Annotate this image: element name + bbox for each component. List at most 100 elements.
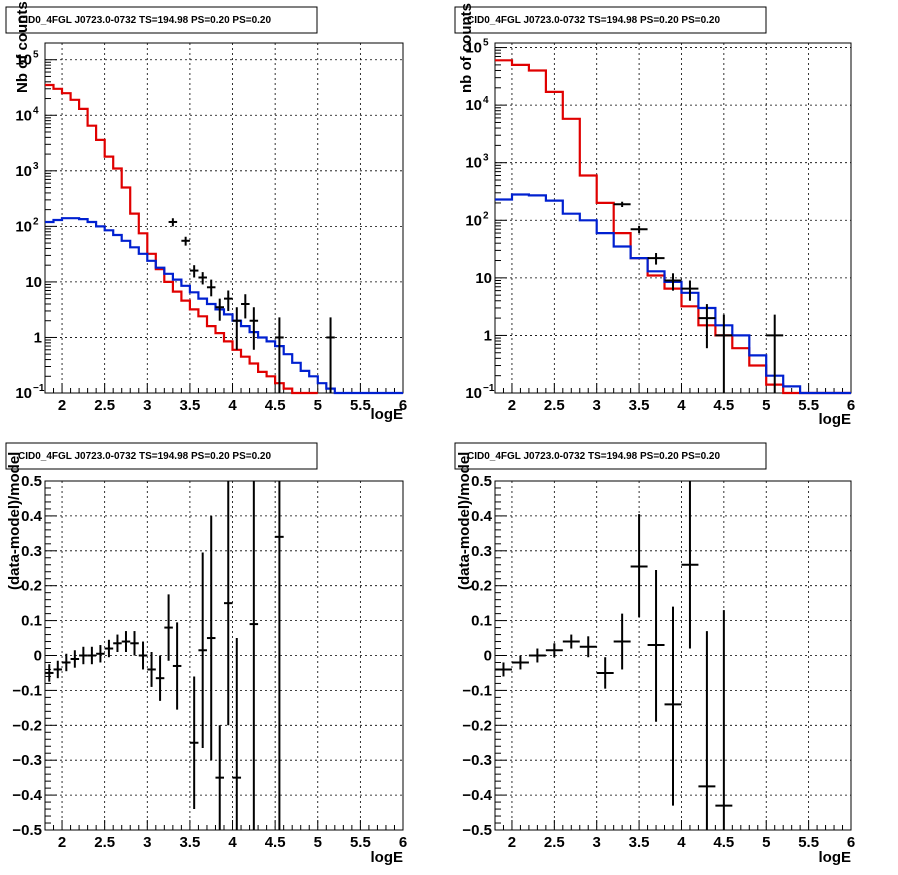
chart-p4: CID0_4FGL J0723.0-0732 TS=194.98 PS=0.20… <box>454 442 855 866</box>
data-point <box>189 676 199 810</box>
data-point <box>613 613 631 670</box>
chart-title-box <box>454 6 767 34</box>
y-axis-label: (data-model)/model <box>6 452 23 590</box>
y-tick-exponent: 4 <box>483 95 489 106</box>
y-tick-label: 10 <box>15 385 32 402</box>
x-tick-label: 2.5 <box>544 397 565 414</box>
data-point <box>681 481 699 649</box>
data-point <box>647 253 665 265</box>
x-axis-label: logE <box>371 406 404 423</box>
data-point <box>545 643 563 658</box>
data-point <box>155 655 165 701</box>
data-point <box>45 664 54 682</box>
y-tick-label: 0.1 <box>21 613 42 630</box>
y-tick-label: −0.5 <box>12 822 42 839</box>
y-tick-exponent: 4 <box>33 105 39 116</box>
data-point <box>232 638 242 830</box>
y-tick-label: 10 <box>465 155 482 172</box>
data-point <box>249 307 259 350</box>
data-point <box>164 594 173 661</box>
x-tick-label: 5.5 <box>798 397 819 414</box>
y-tick-label: 10 <box>475 270 492 287</box>
y-tick-label: −0.5 <box>462 822 492 839</box>
y-tick-label: −0.3 <box>462 752 492 769</box>
x-axis-label: logE <box>819 411 852 428</box>
data-point <box>715 314 733 393</box>
data-point <box>630 225 648 234</box>
x-tick-label: 6 <box>847 834 855 851</box>
y-axis-label: (data-model)/model <box>456 452 473 590</box>
data-point <box>224 481 233 726</box>
data-point <box>70 650 80 668</box>
x-tick-label: 4 <box>677 834 686 851</box>
y-tick-exponent: 2 <box>33 216 39 227</box>
x-tick-label: 5 <box>314 397 322 414</box>
x-tick-label: 4.5 <box>265 397 286 414</box>
y-tick-label: 1 <box>484 327 492 344</box>
x-tick-label: 3 <box>593 834 601 851</box>
y-tick-label: 10 <box>465 97 482 114</box>
x-tick-label: 2.5 <box>94 397 115 414</box>
data-point <box>62 653 71 672</box>
x-tick-label: 3.5 <box>179 834 200 851</box>
data-point <box>198 272 207 285</box>
y-tick-label: 0.4 <box>21 508 43 525</box>
y-tick-label: 0 <box>34 648 42 665</box>
chart-title: CID0_4FGL J0723.0-0732 TS=194.98 PS=0.20… <box>18 15 271 26</box>
y-tick-exponent: 3 <box>483 153 489 164</box>
data-point <box>189 265 199 278</box>
data-point <box>206 515 216 761</box>
y-tick-label: −0.2 <box>462 717 492 734</box>
x-axis-label: logE <box>371 849 404 866</box>
data-point <box>766 314 784 393</box>
x-tick-label: 5 <box>314 834 322 851</box>
chart-p3: CID0_4FGL J0723.0-0732 TS=194.98 PS=0.20… <box>5 442 407 866</box>
plot-frame <box>494 42 852 394</box>
data-point <box>562 634 580 649</box>
data-point <box>215 298 224 321</box>
data-point <box>613 201 631 208</box>
y-tick-label: −0.1 <box>12 682 42 699</box>
data-point <box>698 304 716 349</box>
x-tick-label: 2 <box>58 834 66 851</box>
y-tick-label: −0.1 <box>462 682 492 699</box>
x-axis-label: logE <box>819 849 852 866</box>
x-tick-label: 5.5 <box>350 834 371 851</box>
data-point <box>647 569 665 722</box>
x-tick-label: 5 <box>762 397 770 414</box>
x-tick-label: 4 <box>677 397 686 414</box>
data-point <box>511 655 529 670</box>
x-tick-label: 3 <box>143 834 151 851</box>
data-point <box>528 648 546 663</box>
x-tick-label: 5.5 <box>798 834 819 851</box>
x-tick-label: 2 <box>508 834 516 851</box>
x-tick-label: 2.5 <box>94 834 115 851</box>
x-tick-label: 6 <box>847 397 855 414</box>
y-tick-label: 0.3 <box>471 543 492 560</box>
y-tick-label: 0.5 <box>21 473 42 490</box>
x-tick-label: 4 <box>228 834 237 851</box>
data-point <box>53 660 63 679</box>
x-tick-label: 3.5 <box>629 397 650 414</box>
x-tick-label: 3 <box>593 397 601 414</box>
y-tick-exponent: −1 <box>33 383 45 394</box>
y-tick-label: 0 <box>484 648 492 665</box>
y-tick-exponent: 3 <box>33 161 39 172</box>
data-point <box>168 218 178 227</box>
data-point <box>172 622 182 710</box>
data-point <box>130 631 139 656</box>
y-tick-label: 10 <box>465 385 482 402</box>
data-point <box>698 631 716 830</box>
x-tick-label: 3 <box>143 397 151 414</box>
data-point <box>96 645 105 663</box>
x-tick-label: 3.5 <box>629 834 650 851</box>
data-point <box>147 652 156 687</box>
data-point <box>579 636 597 658</box>
y-tick-label: 10 <box>15 107 32 124</box>
chart-p2: CID0_4FGL J0723.0-0732 TS=194.98 PS=0.20… <box>454 3 855 428</box>
x-tick-label: 3.5 <box>179 397 200 414</box>
y-tick-label: 0.2 <box>471 578 492 595</box>
x-tick-label: 4.5 <box>713 397 734 414</box>
data-point <box>79 646 88 665</box>
